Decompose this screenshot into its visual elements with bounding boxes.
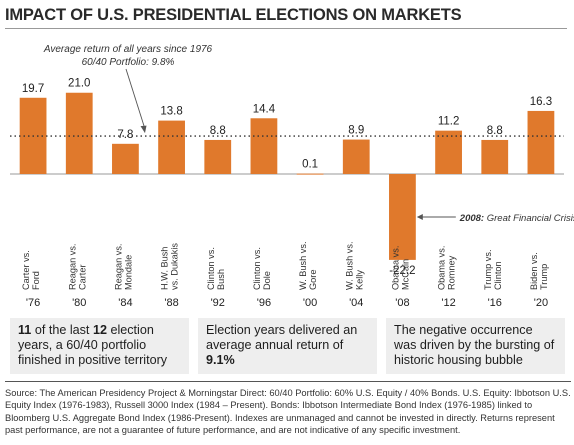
summary-average-value: 9.1% bbox=[206, 353, 235, 367]
year-label: '04 bbox=[349, 297, 363, 309]
year-label: '96 bbox=[257, 297, 271, 309]
average-label-title: Average return of all years since 1976 bbox=[43, 44, 213, 55]
category-label-line: Romney bbox=[447, 255, 457, 290]
bar-value-label: 21.0 bbox=[68, 78, 90, 90]
bar-value-label: 8.8 bbox=[210, 125, 226, 137]
category-label-line: Trump vs. bbox=[483, 250, 493, 291]
category-label-line: Kelly bbox=[354, 270, 364, 290]
category-label: Clinton vs.Dole bbox=[252, 247, 272, 290]
category-label-line: Clinton vs. bbox=[206, 247, 216, 290]
bar-value-label: 8.9 bbox=[348, 125, 364, 137]
bar-value-label: 16.3 bbox=[530, 96, 552, 108]
category-label: Reagan vs.Carter bbox=[67, 244, 87, 290]
bar-value-label: 0.1 bbox=[302, 159, 318, 171]
summary-box-positive-years: 11 of the last 12 election years, a 60/4… bbox=[10, 318, 189, 374]
category-label: Reagan vs.Mondale bbox=[113, 244, 133, 290]
category-label: Biden vs.Trump bbox=[529, 252, 549, 290]
year-label: '76 bbox=[26, 297, 40, 309]
year-label: '20 bbox=[534, 297, 548, 309]
category-label-line: Trump bbox=[539, 264, 549, 290]
bar-value-label: 11.2 bbox=[438, 116, 460, 128]
bar-value-label: 13.8 bbox=[160, 106, 182, 118]
bar bbox=[250, 118, 278, 174]
category-label-line: Ford bbox=[31, 271, 41, 290]
summary-text: The negative occurrence was driven by th… bbox=[394, 323, 555, 367]
year-label: '12 bbox=[441, 297, 455, 309]
bar bbox=[481, 139, 509, 174]
category-label-line: W. Bush vs. bbox=[344, 241, 354, 290]
category-label-line: H.W. Bush bbox=[160, 247, 170, 290]
summary-boxes: 11 of the last 12 election years, a 60/4… bbox=[10, 318, 565, 374]
summary-text: of the last bbox=[31, 323, 93, 337]
category-label-line: vs. Dukakis bbox=[170, 243, 180, 290]
category-label-line: McCain bbox=[400, 259, 410, 290]
category-label-line: Obama vs. bbox=[390, 246, 400, 290]
category-label: H.W. Bushvs. Dukakis bbox=[160, 243, 180, 290]
bar-value-label: -22.2 bbox=[389, 265, 415, 277]
category-label-line: Gore bbox=[308, 270, 318, 290]
category-label: Obama vs.McCain bbox=[390, 246, 410, 290]
annotation-arrow-head bbox=[416, 214, 423, 220]
average-label-value: 60/40 Portfolio: 9.8% bbox=[82, 57, 175, 68]
category-label-line: Reagan vs. bbox=[67, 244, 77, 290]
year-label: '00 bbox=[303, 297, 317, 309]
category-label-line: Dole bbox=[262, 271, 272, 290]
annotation-year: 2008: bbox=[459, 213, 484, 224]
bar bbox=[342, 139, 370, 174]
category-label-line: Mondale bbox=[123, 255, 133, 290]
category-label-line: Clinton bbox=[493, 261, 503, 290]
category-label-line: Biden vs. bbox=[529, 252, 539, 290]
summary-count-total: 12 bbox=[92, 323, 107, 337]
summary-text: election years, a 60/40 portfolio finish… bbox=[18, 323, 168, 367]
bar bbox=[65, 92, 93, 174]
category-label-line: Reagan vs. bbox=[113, 244, 123, 290]
year-label: '16 bbox=[488, 297, 502, 309]
bar-value-label: 7.8 bbox=[117, 129, 133, 141]
category-label: Trump vs.Clinton bbox=[483, 250, 503, 291]
category-label: Obama vs.Romney bbox=[437, 246, 457, 290]
bar bbox=[296, 173, 324, 175]
category-label: W. Bush vs.Gore bbox=[298, 241, 318, 290]
bar-value-label: 19.7 bbox=[22, 83, 44, 95]
category-label-line: Bush bbox=[216, 269, 226, 290]
average-arrow-head bbox=[140, 125, 147, 134]
bar-value-label: 8.8 bbox=[487, 125, 503, 137]
category-label-line: Clinton vs. bbox=[252, 247, 262, 290]
year-label: '80 bbox=[72, 297, 86, 309]
bar-value-label: 14.4 bbox=[253, 103, 276, 115]
average-arrow bbox=[125, 68, 146, 130]
source-footnote: Source: The American Presidency Project … bbox=[5, 381, 571, 441]
bar bbox=[527, 110, 555, 174]
annotation-label: Great Financial Crisis bbox=[484, 213, 574, 224]
category-label-line: W. Bush vs. bbox=[298, 241, 308, 290]
year-label: '92 bbox=[211, 297, 225, 309]
category-label: Carter vs.Ford bbox=[21, 250, 41, 290]
year-label: '88 bbox=[164, 297, 178, 309]
year-label: '08 bbox=[395, 297, 409, 309]
bar bbox=[204, 139, 232, 174]
summary-text: Election years delivered an average annu… bbox=[206, 323, 358, 352]
year-label: '84 bbox=[118, 297, 132, 309]
category-label: W. Bush vs.Kelly bbox=[344, 241, 364, 290]
bar bbox=[389, 174, 416, 260]
summary-box-negative-occurrence: The negative occurrence was driven by th… bbox=[386, 318, 565, 374]
annotation-text: 2008: Great Financial Crisis bbox=[459, 213, 574, 224]
bar bbox=[158, 120, 185, 174]
summary-box-average-return: Election years delivered an average annu… bbox=[198, 318, 377, 374]
chart-title: IMPACT OF U.S. PRESIDENTIAL ELECTIONS ON… bbox=[5, 6, 462, 24]
category-label: Clinton vs.Bush bbox=[206, 247, 226, 290]
category-label-line: Carter vs. bbox=[21, 250, 31, 290]
bar bbox=[435, 130, 462, 174]
summary-count-positive: 11 bbox=[18, 323, 32, 337]
category-label-line: Carter bbox=[77, 264, 87, 290]
category-label-line: Obama vs. bbox=[437, 246, 447, 290]
bar bbox=[112, 143, 139, 174]
title-divider bbox=[5, 28, 567, 29]
